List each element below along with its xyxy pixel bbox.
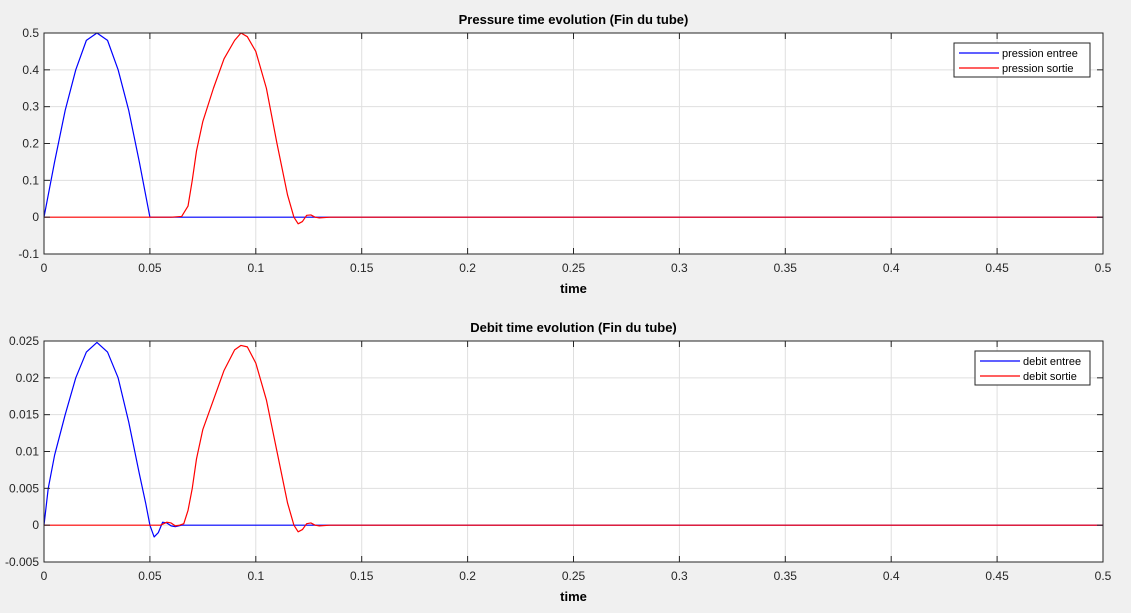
- x-tick-label: 0: [41, 261, 48, 275]
- x-tick-label: 0.1: [247, 569, 264, 583]
- x-tick-label: 0.05: [138, 569, 162, 583]
- y-tick-label: 0.025: [9, 334, 39, 348]
- x-tick-label: 0.4: [883, 261, 900, 275]
- chart-title: Pressure time evolution (Fin du tube): [459, 12, 689, 27]
- y-tick-label: 0.1: [22, 173, 39, 187]
- x-tick-label: 0.1: [247, 261, 264, 275]
- y-tick-label: -0.1: [18, 247, 39, 261]
- series-line-2: [44, 32, 1103, 225]
- y-tick-label: 0: [32, 210, 39, 224]
- legend-box: [953, 42, 1091, 78]
- x-tick-label: 0: [41, 569, 48, 583]
- y-tick-label: 0.01: [16, 445, 40, 459]
- x-axis-label: time: [560, 281, 587, 296]
- x-tick-label: 0.5: [1095, 261, 1112, 275]
- y-tick-label: 0.4: [22, 63, 39, 77]
- x-tick-label: 0.2: [459, 261, 476, 275]
- y-tick-label: 0.3: [22, 100, 39, 114]
- legend-box: [974, 350, 1091, 386]
- legend-label: pression sortie: [1002, 63, 1074, 75]
- x-tick-label: 0.15: [350, 569, 374, 583]
- legend: debit entree debit sortie: [974, 350, 1091, 386]
- legend-label: debit sortie: [1023, 371, 1077, 383]
- y-tick-label: 0.015: [9, 408, 39, 422]
- y-tick-label: 0.02: [16, 371, 40, 385]
- x-tick-label: 0.25: [562, 569, 586, 583]
- x-tick-label: 0.4: [883, 569, 900, 583]
- series-line-1: [43, 341, 1103, 538]
- legend: pression entree pression sortie: [953, 42, 1091, 78]
- x-tick-label: 0.5: [1095, 569, 1112, 583]
- x-tick-label: 0.3: [671, 569, 688, 583]
- legend-label: pression entree: [1002, 48, 1078, 60]
- x-tick-label: 0.2: [459, 569, 476, 583]
- legend-label: debit entree: [1023, 356, 1081, 368]
- y-tick-label: 0: [32, 518, 39, 532]
- x-tick-label: 0.3: [671, 261, 688, 275]
- x-tick-label: 0.35: [774, 261, 798, 275]
- x-axis-label: time: [560, 589, 587, 604]
- x-tick-label: 0.25: [562, 261, 586, 275]
- y-tick-label: -0.005: [5, 555, 39, 569]
- chart-2: 0 0.05 0.1 0.15 0.2 0.25 0.3 0.35 0.4 0.45 0.5 -0.0…: [5, 320, 1112, 604]
- y-tick-label: 0.5: [22, 26, 39, 40]
- series-line-2: [44, 344, 1103, 533]
- x-tick-label: 0.05: [138, 261, 162, 275]
- x-tick-label: 0.45: [985, 569, 1009, 583]
- x-tick-label: 0.15: [350, 261, 374, 275]
- y-tick-label: 0.2: [22, 137, 39, 151]
- chart-1: 0 0.05 0.1 0.15 0.2 0.25 0.3 0.35 0.4 0.45 0.5 -0.1…: [18, 12, 1111, 296]
- y-tick-label: 0.005: [9, 481, 39, 495]
- chart-title: Debit time evolution (Fin du tube): [470, 320, 677, 335]
- plots: 0 0.05 0.1 0.15 0.2 0.25 0.3 0.35 0.4 0.45 0.5 -0.1…: [5, 12, 1112, 604]
- x-tick-label: 0.45: [985, 261, 1009, 275]
- x-tick-label: 0.35: [774, 569, 798, 583]
